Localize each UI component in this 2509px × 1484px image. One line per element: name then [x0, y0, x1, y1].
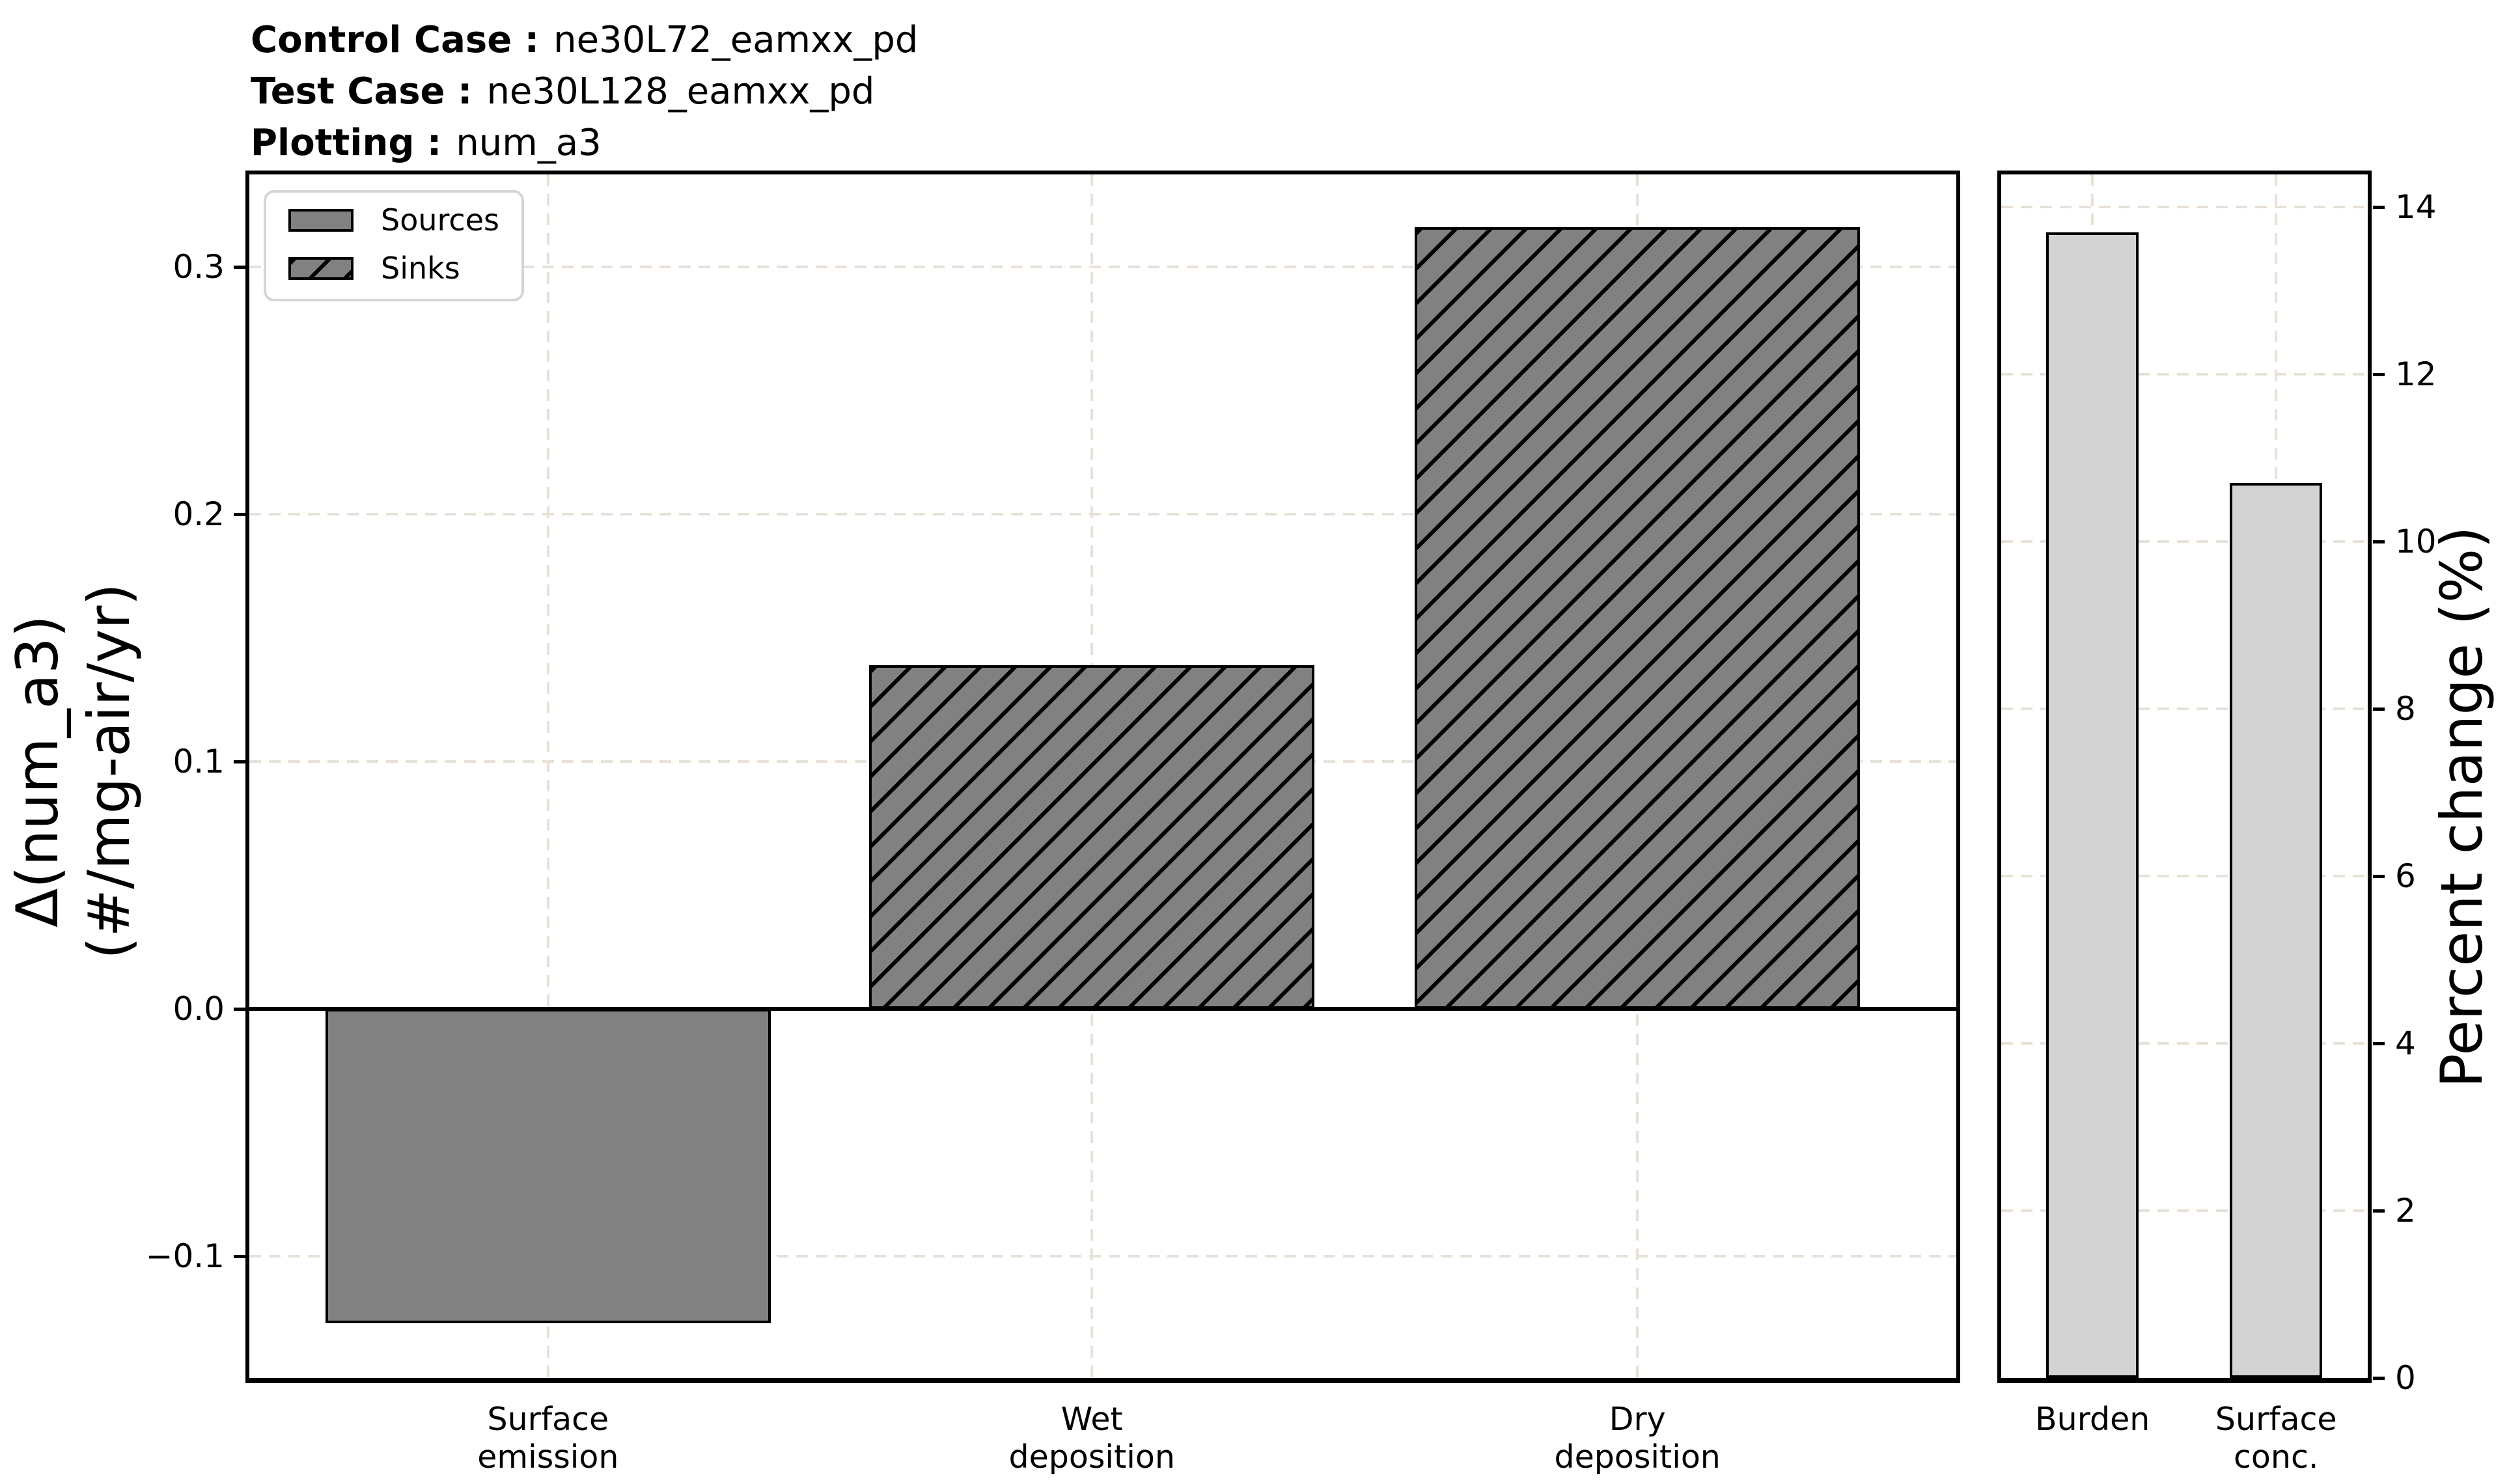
test-case-label: Test Case :: [251, 70, 473, 113]
header-row-test-case: Test Case : ne30L128_eamxx_pd: [251, 66, 918, 117]
bar-wet-deposition: [869, 665, 1315, 1010]
percent-panel: [1997, 171, 2372, 1383]
grid-line-h-6: [2001, 875, 2368, 878]
budget-panel: [245, 171, 1960, 1383]
grid-line-h-8: [2001, 708, 2368, 711]
header-row-plotting: Plotting : num_a3: [251, 117, 918, 169]
bar-dry-deposition: [1415, 227, 1861, 1010]
plotting-label: Plotting :: [251, 122, 442, 164]
test-case-value: ne30L128_eamxx_pd: [486, 70, 875, 113]
x-tick-label-wet-deposition: Wet deposition: [1008, 1401, 1175, 1476]
grid-line-h-0.2: [249, 513, 1956, 516]
y-tick-mark-4: [2373, 1041, 2385, 1045]
y-tick-mark-8: [2373, 707, 2385, 711]
legend-swatch-hatched: [288, 256, 353, 280]
x-tick-label-surface-emission: Surface emission: [477, 1401, 619, 1476]
case-header: Control Case : ne30L72_eamxx_pd Test Case…: [251, 14, 918, 169]
y-tick-label-0.1: 0.1: [173, 743, 225, 781]
y-tick-mark-10: [2373, 540, 2385, 543]
grid-line-h-0.3: [249, 266, 1956, 269]
percent-y-axis-label: Percent change (%): [2428, 526, 2495, 1088]
x-tick-label-burden: Burden: [2035, 1401, 2150, 1438]
y-tick-label-0.0: 0.0: [173, 990, 225, 1028]
y-tick-label-0.2: 0.2: [173, 495, 225, 534]
y-tick-mark-−0.1: [234, 1254, 245, 1258]
y-tick-label-2: 2: [2395, 1192, 2416, 1230]
legend: Sources Sinks: [264, 190, 524, 301]
grid-line-v-surface-emission: [546, 174, 549, 1378]
y-tick-mark-6: [2373, 874, 2385, 878]
bar-burden: [2046, 232, 2139, 1378]
y-tick-mark-0.0: [234, 1007, 245, 1011]
legend-label-sinks: Sinks: [381, 251, 460, 286]
control-case-value: ne30L72_eamxx_pd: [553, 19, 919, 61]
y-tick-label-14: 14: [2395, 188, 2437, 227]
header-row-control-case: Control Case : ne30L72_eamxx_pd: [251, 14, 918, 66]
control-case-label: Control Case :: [251, 19, 540, 61]
y-tick-label-4: 4: [2395, 1024, 2416, 1063]
y-tick-mark-0.3: [234, 265, 245, 269]
grid-line-h-4: [2001, 1042, 2368, 1045]
grid-line-h-2: [2001, 1209, 2368, 1213]
x-tick-label-surface-conc: Surface conc.: [2215, 1401, 2337, 1476]
zero-line: [249, 1007, 1956, 1011]
y-tick-mark-0.1: [234, 760, 245, 763]
grid-line-h-−0.1: [249, 1255, 1956, 1258]
grid-line-h-12: [2001, 373, 2368, 376]
legend-item-sinks: Sinks: [288, 251, 499, 286]
grid-line-h-14: [2001, 206, 2368, 209]
y-tick-mark-14: [2373, 205, 2385, 209]
y-tick-label-0: 0: [2395, 1359, 2416, 1397]
y-tick-label-8: 8: [2395, 690, 2416, 728]
y-tick-label-0.3: 0.3: [173, 248, 225, 286]
legend-swatch-solid: [288, 208, 353, 232]
y-tick-mark-2: [2373, 1209, 2385, 1213]
y-tick-mark-12: [2373, 372, 2385, 376]
y-tick-label-10: 10: [2395, 523, 2437, 561]
legend-item-sources: Sources: [288, 202, 499, 238]
y-tick-label-12: 12: [2395, 355, 2437, 394]
y-tick-mark-0.2: [234, 512, 245, 516]
legend-label-sources: Sources: [381, 202, 499, 238]
bar-surface-conc: [2230, 483, 2323, 1378]
x-tick-label-dry-deposition: Dry deposition: [1554, 1401, 1721, 1476]
plotting-value: num_a3: [456, 122, 602, 164]
bar-surface-emission: [325, 1009, 771, 1323]
y-tick-mark-0: [2373, 1376, 2385, 1380]
grid-line-h-10: [2001, 540, 2368, 543]
y-tick-label-−0.1: −0.1: [145, 1237, 225, 1276]
y-tick-label-6: 6: [2395, 857, 2416, 896]
